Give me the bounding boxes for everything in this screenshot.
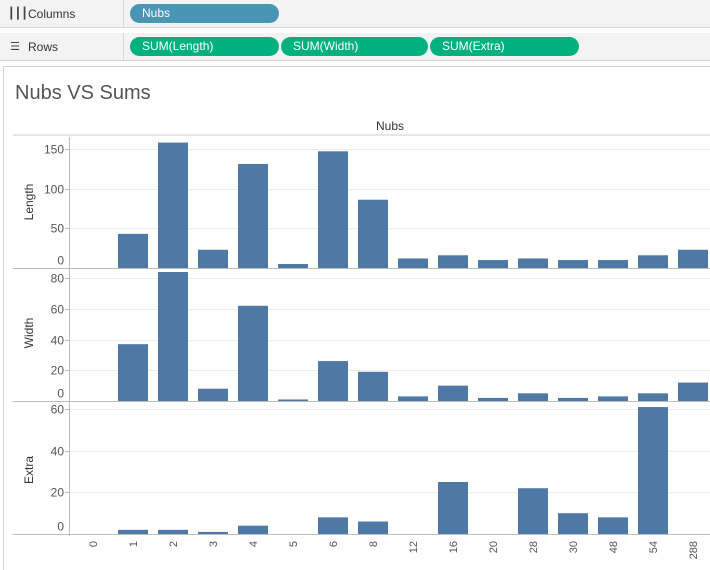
length-bar-12 bbox=[398, 258, 428, 268]
extra-bar-54 bbox=[638, 407, 668, 534]
extra-bar-2 bbox=[158, 529, 188, 534]
width-tick-label: 80 bbox=[51, 272, 65, 286]
width-bar-4 bbox=[238, 305, 268, 401]
length-bar-48 bbox=[598, 260, 628, 268]
length-bar-54 bbox=[638, 255, 668, 268]
width-bar-1 bbox=[118, 344, 148, 401]
length-bar-2 bbox=[158, 142, 188, 268]
extra-tick-label: 0 bbox=[57, 520, 64, 534]
width-bar-12 bbox=[398, 396, 428, 401]
extra-tick-label: 40 bbox=[51, 445, 65, 459]
width-bar-8 bbox=[358, 371, 388, 401]
width-bar-16 bbox=[438, 385, 468, 401]
length-tick-label: 150 bbox=[44, 143, 64, 157]
length-tick-label: 0 bbox=[57, 254, 64, 268]
rows-icon: ☰ bbox=[10, 41, 20, 53]
length-bar-6 bbox=[318, 151, 348, 268]
rows-label: Rows bbox=[28, 39, 59, 54]
width-bar-54 bbox=[638, 393, 668, 401]
category-label-30: 30 bbox=[568, 541, 580, 553]
width-tick-label: 60 bbox=[51, 303, 65, 317]
length-bar-8 bbox=[358, 199, 388, 268]
pill-sum-extra[interactable]: SUM(Extra) bbox=[430, 37, 579, 56]
extra-bar-4 bbox=[238, 525, 268, 534]
width-tick-label: 40 bbox=[51, 334, 65, 348]
width-tick-label: 0 bbox=[57, 387, 64, 401]
width-bar-6 bbox=[318, 361, 348, 401]
extra-bar-6 bbox=[318, 517, 348, 534]
length-bar-1 bbox=[118, 233, 148, 268]
extra-bar-28 bbox=[518, 488, 548, 534]
columns-label: Columns bbox=[28, 6, 76, 21]
width-bar-5 bbox=[278, 399, 308, 401]
extra-bar-8 bbox=[358, 521, 388, 534]
rows-shelf[interactable]: ☰ Rows SUM(Length) SUM(Width) SUM(Extra) bbox=[0, 33, 710, 61]
category-label-16: 16 bbox=[448, 541, 460, 553]
extra-tick-label: 60 bbox=[51, 403, 65, 417]
length-bar-5 bbox=[278, 264, 308, 268]
extra-bar-48 bbox=[598, 517, 628, 534]
width-bar-48 bbox=[598, 396, 628, 401]
width-bar-30 bbox=[558, 397, 588, 401]
chart-title: Nubs VS Sums bbox=[15, 82, 151, 104]
category-label-4: 4 bbox=[248, 541, 260, 547]
category-label-288: 288 bbox=[688, 541, 700, 559]
x-axis-field-label: Nubs bbox=[376, 119, 404, 133]
extra-axis-title: Extra bbox=[22, 456, 36, 484]
columns-shelf-label: ┃┃┃ Columns bbox=[0, 0, 124, 27]
columns-shelf[interactable]: ┃┃┃ Columns Nubs bbox=[0, 0, 710, 28]
pill-nubs[interactable]: Nubs bbox=[130, 4, 279, 23]
extra-bar-3 bbox=[198, 531, 228, 534]
category-label-8: 8 bbox=[368, 541, 380, 547]
extra-tick-label: 20 bbox=[51, 486, 65, 500]
category-label-1: 1 bbox=[128, 541, 140, 547]
extra-bar-30 bbox=[558, 513, 588, 534]
category-label-0: 0 bbox=[88, 541, 100, 547]
category-label-12: 12 bbox=[408, 541, 420, 553]
category-label-20: 20 bbox=[488, 541, 500, 553]
pill-sum-length[interactable]: SUM(Length) bbox=[130, 37, 279, 56]
length-bar-288 bbox=[678, 249, 708, 268]
width-bar-288 bbox=[678, 382, 708, 401]
length-bar-3 bbox=[198, 249, 228, 268]
pill-sum-width[interactable]: SUM(Width) bbox=[281, 37, 428, 56]
length-bar-20 bbox=[478, 260, 508, 268]
width-tick-label: 20 bbox=[51, 364, 65, 378]
width-bar-20 bbox=[478, 397, 508, 401]
extra-bar-1 bbox=[118, 529, 148, 534]
length-axis-title: Length bbox=[22, 184, 36, 221]
length-bar-30 bbox=[558, 260, 588, 268]
width-bar-3 bbox=[198, 388, 228, 401]
length-bar-16 bbox=[438, 255, 468, 268]
category-label-54: 54 bbox=[648, 541, 660, 553]
category-label-5: 5 bbox=[288, 541, 300, 547]
extra-bar-16 bbox=[438, 481, 468, 534]
length-tick-label: 50 bbox=[51, 222, 65, 236]
width-bar-28 bbox=[518, 393, 548, 401]
category-label-28: 28 bbox=[528, 541, 540, 553]
rows-shelf-label: ☰ Rows bbox=[0, 33, 124, 60]
length-bar-28 bbox=[518, 258, 548, 268]
length-bar-4 bbox=[238, 163, 268, 268]
category-label-6: 6 bbox=[328, 541, 340, 547]
category-label-48: 48 bbox=[608, 541, 620, 553]
category-label-3: 3 bbox=[208, 541, 220, 547]
width-bar-2 bbox=[158, 272, 188, 401]
length-tick-label: 100 bbox=[44, 183, 64, 197]
width-axis-title: Width bbox=[22, 318, 36, 349]
category-label-2: 2 bbox=[168, 541, 180, 547]
